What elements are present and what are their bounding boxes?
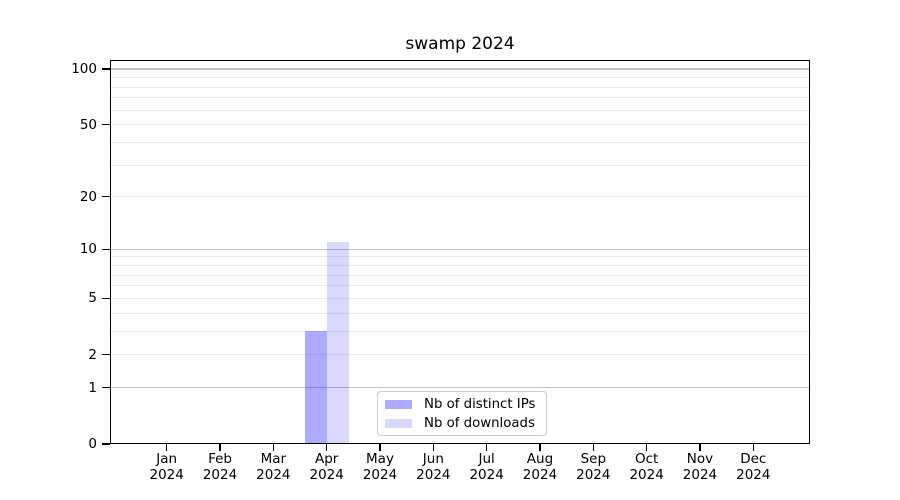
x-tick-label: Mar 2024 [256, 451, 291, 483]
y-gridline-major [110, 248, 810, 250]
x-tick-label: Jun 2024 [416, 451, 451, 483]
y-tick-label: 2 [88, 346, 97, 363]
y-tick-label: 100 [71, 61, 97, 78]
y-gridline-minor [110, 274, 810, 276]
x-tick [166, 444, 168, 451]
x-tick [539, 444, 541, 451]
y-gridline-minor [110, 312, 810, 314]
y-gridline-minor [110, 109, 810, 111]
y-tick [102, 196, 110, 198]
x-tick [645, 444, 648, 451]
legend: Nb of distinct IPs Nb of downloads [377, 391, 547, 436]
y-tick-label: 1 [88, 379, 97, 396]
legend-label-distinct-ips: Nb of distinct IPs [424, 396, 536, 412]
y-tick [102, 354, 110, 356]
y-tick [102, 68, 110, 70]
y-gridline-minor [110, 256, 810, 258]
y-gridline-minor [110, 141, 810, 143]
y-gridline-minor [110, 86, 810, 88]
y-tick [102, 387, 110, 389]
x-tick [432, 444, 434, 451]
y-gridline-minor [110, 77, 810, 79]
y-gridline-major [110, 68, 810, 70]
y-tick-label: 0 [88, 436, 97, 452]
y-gridline-minor [110, 354, 810, 356]
y-tick [102, 248, 110, 250]
chart-title: swamp 2024 [405, 34, 515, 54]
bar-distinct-ips [304, 331, 327, 444]
x-tick [272, 444, 274, 451]
x-tick [219, 444, 221, 451]
y-tick-label: 50 [79, 116, 97, 133]
legend-swatch-downloads [385, 418, 412, 428]
x-tick-label: Feb 2024 [202, 451, 238, 483]
bar-downloads [326, 242, 349, 444]
y-gridline-major [110, 387, 810, 389]
y-tick-label: 20 [79, 188, 97, 205]
x-tick-label: Aug 2024 [522, 451, 558, 483]
y-tick [102, 123, 110, 126]
y-tick [102, 297, 110, 300]
y-gridline-minor [110, 97, 810, 99]
y-gridline-minor [110, 124, 810, 126]
x-tick [752, 444, 754, 451]
x-tick [699, 444, 701, 451]
legend-label-downloads: Nb of downloads [424, 415, 535, 431]
legend-entry-distinct-ips: Nb of distinct IPs [385, 397, 539, 412]
x-tick [326, 444, 328, 451]
plot-area [110, 60, 810, 444]
x-tick-label: Apr 2024 [309, 451, 344, 483]
y-gridline-minor [110, 196, 810, 198]
y-tick-label: 5 [88, 290, 97, 307]
x-tick-label: Jan 2024 [149, 451, 184, 483]
x-tick [379, 444, 381, 451]
x-tick-label: Nov 2024 [682, 451, 718, 483]
legend-swatch-distinct-ips [385, 399, 412, 409]
y-gridline-minor [110, 265, 810, 267]
y-tick-label: 10 [79, 241, 97, 258]
x-tick-label: Sep 2024 [576, 451, 611, 483]
y-gridline-minor [110, 285, 810, 287]
x-tick-label: Jul 2024 [469, 451, 504, 483]
y-gridline-minor [110, 297, 810, 299]
x-tick-label: Dec 2024 [736, 451, 771, 483]
legend-entry-downloads: Nb of downloads [385, 416, 539, 431]
x-tick-label: May 2024 [362, 451, 398, 483]
x-tick [592, 444, 594, 451]
y-tick [102, 443, 110, 445]
y-gridline-minor [110, 164, 810, 166]
x-tick [486, 444, 488, 451]
y-gridline-minor [110, 330, 810, 332]
x-tick-label: Oct 2024 [629, 451, 664, 483]
